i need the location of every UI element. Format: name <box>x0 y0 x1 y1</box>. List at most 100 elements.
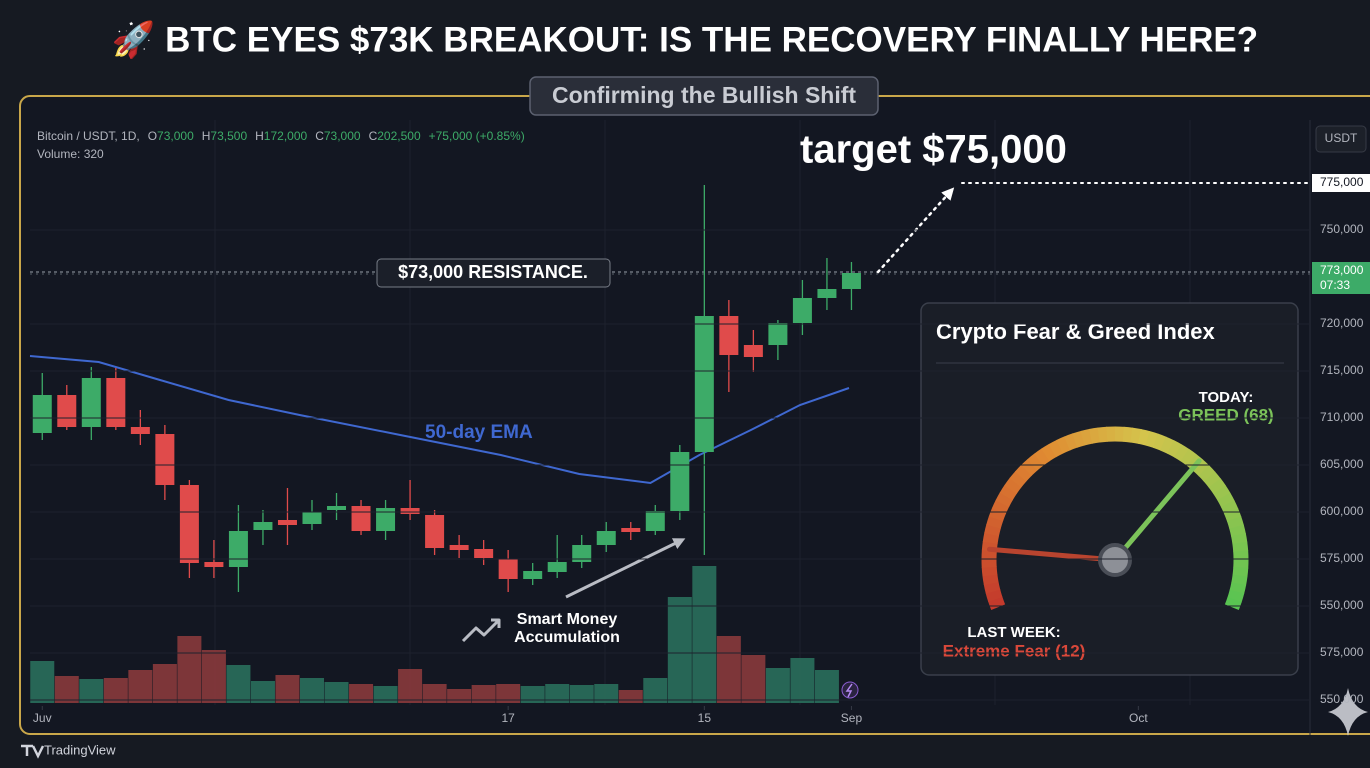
ohlc-value: 73,500 <box>210 129 247 143</box>
ohlc-value: 172,000 <box>264 129 308 143</box>
volume-bar <box>152 664 177 703</box>
volume-bar <box>422 684 447 703</box>
volume-bar <box>496 684 521 703</box>
candle-body <box>743 345 763 357</box>
candle-body <box>547 562 567 572</box>
volume-bar <box>349 684 374 703</box>
gauge-arc <box>1122 426 1134 443</box>
gauge-arc <box>981 566 998 577</box>
price-axis-label: 605,000 <box>1320 457 1364 471</box>
volume-bar <box>250 681 275 703</box>
sparkle-icon <box>1328 688 1368 736</box>
resistance-box <box>376 258 611 288</box>
candle-body <box>130 427 150 434</box>
candle-body <box>523 571 543 579</box>
gauge-arc <box>1041 443 1057 462</box>
gauge-arc <box>982 532 1000 544</box>
volume-bar <box>716 636 741 703</box>
target-label: target $75,000 <box>800 128 1067 172</box>
ohlc-value: 73,000 <box>324 129 361 143</box>
volume-bar <box>226 665 251 703</box>
gauge <box>981 426 1249 611</box>
accumulation-arrow <box>565 538 686 599</box>
tradingview-logo <box>21 744 45 759</box>
gauge-arc <box>985 589 1003 602</box>
gauge-hub <box>1098 543 1132 577</box>
candle-body <box>179 485 199 563</box>
price-axis-label: 550,000 <box>1320 692 1364 706</box>
candle-body <box>155 434 175 485</box>
volume-bar <box>79 679 104 703</box>
volume-bar <box>299 678 324 703</box>
last-week-value-label: Extreme Fear (12) <box>943 641 1086 660</box>
volume-bar <box>201 650 226 703</box>
candle-body <box>32 395 52 433</box>
price-axis-label: 775,000 <box>1320 175 1364 189</box>
gauge-arc <box>999 484 1018 501</box>
countdown-label: 07:33 <box>1320 278 1350 292</box>
gauge-arc <box>1137 429 1151 446</box>
gauge-title: Crypto Fear & Greed Index <box>936 319 1216 344</box>
gauge-arc <box>995 492 1013 508</box>
candle-body <box>81 378 101 427</box>
gauge-arc <box>1027 453 1044 471</box>
gauge-arc <box>1198 465 1216 483</box>
candle-body <box>351 506 371 531</box>
change: +75,000 (+0.85%) <box>429 129 525 143</box>
volume-bar <box>520 686 545 703</box>
ema-label: 50-day EMA <box>425 422 533 443</box>
gauge-arc <box>1145 431 1159 448</box>
ohlc-key: C <box>369 129 378 143</box>
candle-body <box>425 515 445 548</box>
gauge-arc <box>984 524 1001 537</box>
volume-bar <box>103 678 128 703</box>
candle-body <box>449 545 469 550</box>
candle-body <box>253 522 273 530</box>
candle-body <box>572 545 592 562</box>
gauge-arc <box>1208 478 1227 495</box>
ohlc-key: H <box>255 129 264 143</box>
volume-bar <box>618 690 643 703</box>
price-label-box <box>1312 174 1370 192</box>
gauge-arc <box>983 581 1001 594</box>
candle-body <box>376 508 396 531</box>
gauge-arc <box>1080 428 1093 446</box>
volume-bar <box>128 670 153 703</box>
volume-bar <box>447 689 472 703</box>
gauge-panel <box>920 302 1299 676</box>
gauge-arc <box>1213 485 1231 501</box>
gauge-arc <box>1130 427 1142 444</box>
price-axis-label: 710,000 <box>1320 410 1364 424</box>
volume-bar <box>569 685 594 703</box>
event-icon[interactable] <box>841 681 859 699</box>
gauge-arc <box>1217 492 1235 508</box>
price-axis-label: 575,000 <box>1320 645 1364 659</box>
gauge-arc <box>1220 500 1239 515</box>
gauge-arc <box>1072 430 1086 448</box>
gauge-arc <box>1089 427 1101 444</box>
volume-bar <box>471 685 496 703</box>
volume-bar <box>814 670 839 703</box>
gauge-arc <box>1192 459 1210 477</box>
candle-body <box>792 298 812 323</box>
ohlc-key: H <box>202 129 211 143</box>
gauge-arc <box>1056 436 1071 454</box>
candle-body <box>106 378 126 427</box>
candle-body <box>400 508 420 514</box>
volume-bar <box>373 686 398 703</box>
candle-body <box>474 549 494 558</box>
candle-body <box>817 289 837 298</box>
gauge-needle <box>986 546 1118 563</box>
candle-body <box>204 562 224 567</box>
gauge-arc <box>1152 433 1167 451</box>
candle-body <box>327 506 347 510</box>
candle-body <box>841 273 861 289</box>
price-axis-label: 550,000 <box>1320 598 1364 612</box>
gauge-arc <box>1229 524 1246 537</box>
x-tick-label: 15 <box>698 711 712 725</box>
currency-button[interactable] <box>1315 125 1367 153</box>
candle-body <box>719 316 739 355</box>
event-icon-bolt <box>845 683 853 698</box>
x-tick-label: Juv <box>33 711 52 725</box>
candle-body <box>277 520 297 525</box>
